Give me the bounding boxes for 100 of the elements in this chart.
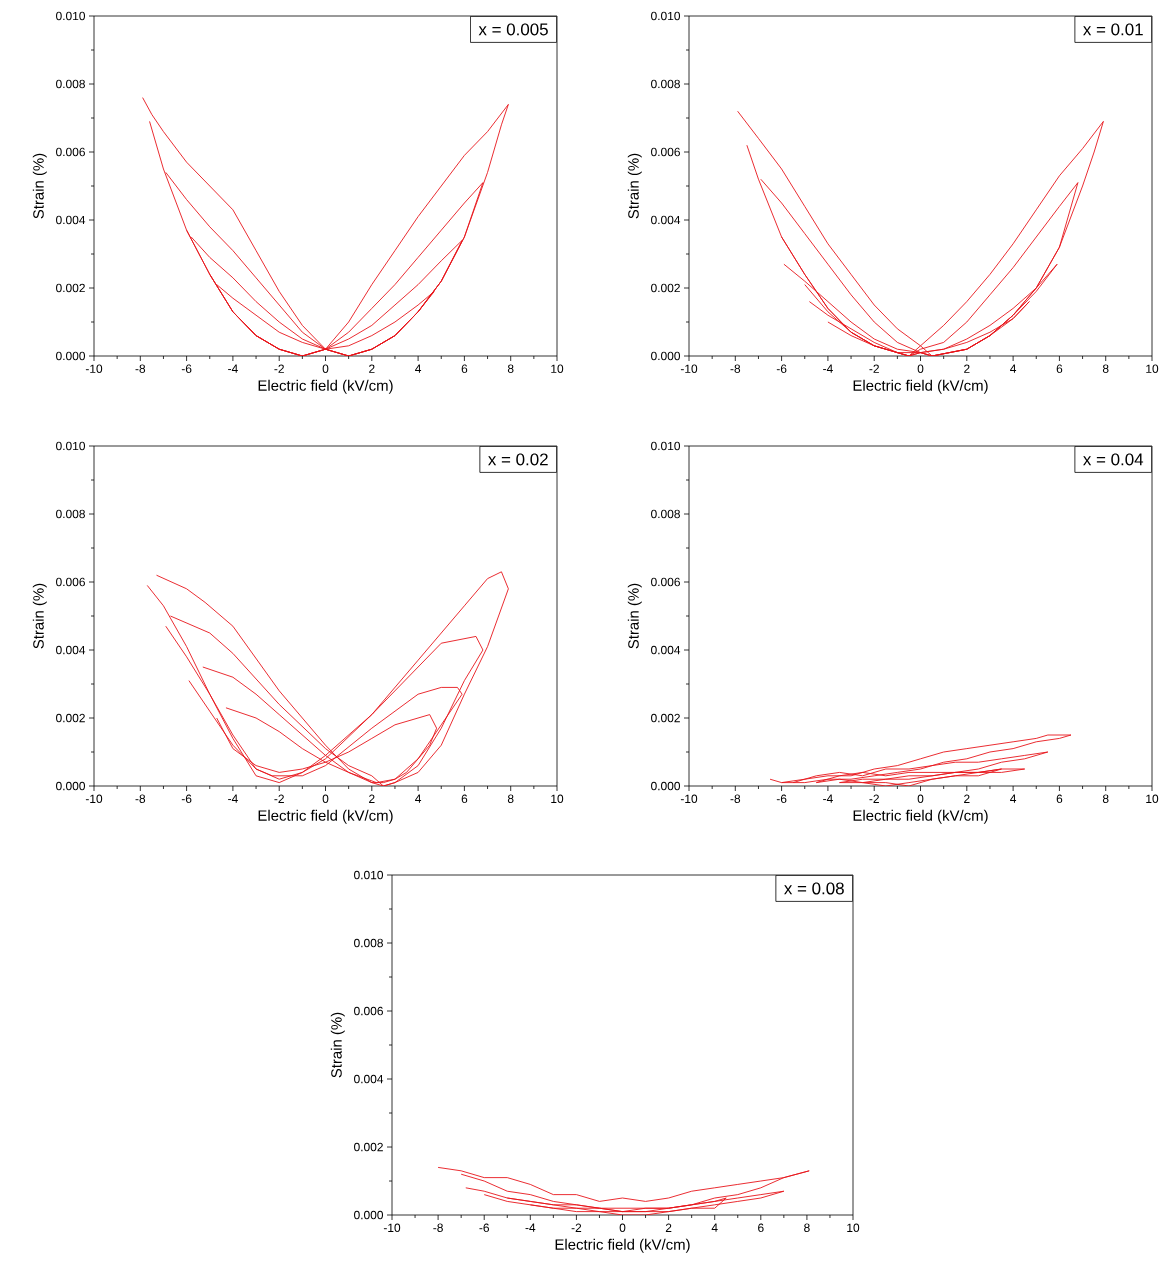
y-tick-label: 0.002 <box>651 713 680 723</box>
x-tick-label: 8 <box>1102 364 1109 373</box>
x-tick-label: 0 <box>917 364 924 373</box>
x-tick-label: -8 <box>135 364 146 373</box>
y-axis-title: Strain (%) <box>32 583 47 649</box>
x-tick-label: 2 <box>964 364 970 373</box>
x-tick-label: -10 <box>680 364 698 373</box>
x-tick-label: -2 <box>869 364 879 373</box>
annotation: x = 0.02 <box>488 453 548 466</box>
x-tick-label: -10 <box>383 1223 401 1232</box>
x-tick-label: -10 <box>85 794 103 803</box>
y-tick-label: 0.000 <box>651 781 681 791</box>
y-tick-label: 0.000 <box>56 781 86 791</box>
x-tick-label: -2 <box>274 364 284 373</box>
x-tick-label: 6 <box>758 1223 764 1232</box>
x-tick-label: 10 <box>1146 364 1159 373</box>
x-axis-title: Electric field (kV/cm) <box>853 379 988 394</box>
x-tick-label: 0 <box>917 794 924 803</box>
x-tick-label: -6 <box>181 794 192 803</box>
y-tick-label: 0.010 <box>56 11 86 21</box>
x-tick-label: 6 <box>461 364 468 373</box>
y-tick-label: 0.010 <box>354 870 384 880</box>
x-tick-label: 2 <box>369 794 375 803</box>
x-tick-label: -2 <box>571 1223 582 1232</box>
x-tick-label: 4 <box>711 1223 718 1232</box>
x-tick-label: -2 <box>274 794 284 803</box>
y-tick-label: 0.002 <box>354 1142 383 1152</box>
x-tick-label: 2 <box>964 794 970 803</box>
y-tick-label: 0.010 <box>651 441 681 451</box>
x-tick-label: -4 <box>525 1223 536 1232</box>
y-tick-label: 0.000 <box>354 1210 384 1220</box>
x-tick-label: -6 <box>181 364 192 373</box>
x-tick-label: -8 <box>135 794 146 803</box>
x-tick-label: 4 <box>1010 794 1017 803</box>
x-tick-label: -8 <box>730 364 741 373</box>
x-tick-label: 8 <box>507 364 514 373</box>
y-tick-label: 0.008 <box>651 509 680 519</box>
x-tick-label: 6 <box>1056 364 1063 373</box>
y-tick-label: 0.000 <box>651 351 681 361</box>
x-tick-label: -4 <box>823 364 833 373</box>
y-tick-label: 0.002 <box>651 283 680 293</box>
annotation: x = 0.01 <box>1083 23 1143 36</box>
annotation: x = 0.08 <box>784 882 844 895</box>
x-tick-label: -4 <box>228 364 238 373</box>
x-tick-label: 4 <box>415 364 422 373</box>
y-axis-title: Strain (%) <box>330 1012 345 1078</box>
x-tick-label: 0 <box>619 1223 626 1232</box>
x-tick-label: -10 <box>680 794 698 803</box>
x-axis-title: Electric field (kV/cm) <box>258 379 393 394</box>
y-tick-label: 0.004 <box>56 215 86 225</box>
y-tick-label: 0.004 <box>651 215 681 225</box>
x-tick-label: 10 <box>847 1223 860 1232</box>
y-tick-label: 0.008 <box>651 79 680 89</box>
x-tick-label: -4 <box>823 794 833 803</box>
x-tick-label: -8 <box>730 794 741 803</box>
x-tick-label: -6 <box>776 794 787 803</box>
y-tick-label: 0.000 <box>56 351 86 361</box>
y-tick-label: 0.004 <box>651 645 681 655</box>
x-tick-label: 10 <box>551 794 564 803</box>
x-tick-label: 4 <box>1010 364 1017 373</box>
x-tick-label: 10 <box>551 364 564 373</box>
x-axis-title: Electric field (kV/cm) <box>258 809 393 824</box>
x-tick-label: 6 <box>1056 794 1063 803</box>
y-tick-label: 0.010 <box>56 441 86 451</box>
x-tick-label: -6 <box>479 1223 489 1232</box>
x-tick-label: 8 <box>804 1223 810 1232</box>
x-tick-label: -6 <box>776 364 787 373</box>
y-tick-label: 0.006 <box>56 577 85 587</box>
x-tick-label: -2 <box>869 794 879 803</box>
y-axis-title: Strain (%) <box>627 583 642 649</box>
x-tick-label: 8 <box>1102 794 1109 803</box>
y-tick-label: 0.010 <box>651 11 681 21</box>
y-tick-label: 0.006 <box>651 577 680 587</box>
x-tick-label: -4 <box>228 794 238 803</box>
x-tick-label: 10 <box>1146 794 1159 803</box>
x-axis-title: Electric field (kV/cm) <box>853 809 988 824</box>
y-tick-label: 0.002 <box>56 713 85 723</box>
y-tick-label: 0.006 <box>56 147 85 157</box>
x-tick-label: 0 <box>322 794 329 803</box>
y-tick-label: 0.008 <box>56 509 85 519</box>
x-tick-label: 0 <box>322 364 329 373</box>
y-tick-label: 0.008 <box>354 938 383 948</box>
annotation: x = 0.005 <box>478 23 548 36</box>
x-tick-label: 2 <box>369 364 375 373</box>
x-tick-label: 8 <box>507 794 514 803</box>
y-axis-title: Strain (%) <box>627 153 642 219</box>
y-axis-title: Strain (%) <box>32 153 47 219</box>
y-tick-label: 0.006 <box>651 147 680 157</box>
x-tick-label: -8 <box>433 1223 443 1232</box>
y-tick-label: 0.002 <box>56 283 85 293</box>
x-tick-label: 4 <box>415 794 422 803</box>
annotation: x = 0.04 <box>1083 453 1144 466</box>
x-tick-label: 6 <box>461 794 468 803</box>
x-tick-label: 2 <box>665 1223 672 1232</box>
y-tick-label: 0.004 <box>354 1074 384 1084</box>
x-tick-label: -10 <box>85 364 103 373</box>
y-tick-label: 0.006 <box>354 1006 383 1016</box>
y-tick-label: 0.008 <box>56 79 85 89</box>
x-axis-title: Electric field (kV/cm) <box>555 1238 690 1253</box>
y-tick-label: 0.004 <box>56 645 86 655</box>
